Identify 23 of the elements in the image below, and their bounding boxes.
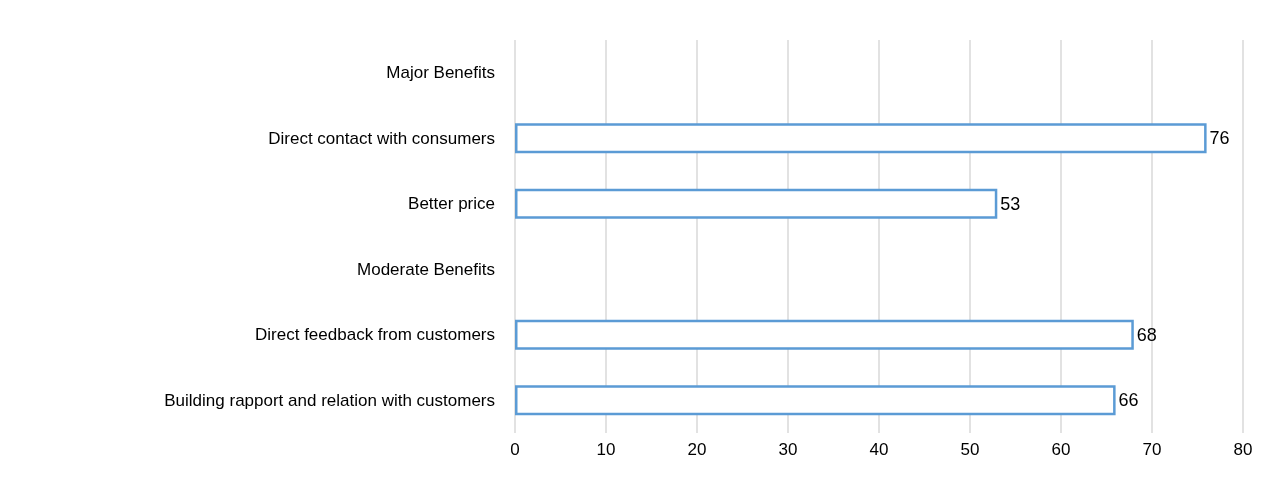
data-label: 53 — [1000, 193, 1021, 214]
bar — [515, 319, 1134, 350]
x-tick-label: 50 — [960, 440, 980, 459]
data-label: 66 — [1118, 390, 1139, 411]
x-tick-label: 10 — [596, 440, 616, 459]
y-tick-label: Building rapport and relation with customers — [164, 390, 495, 410]
y-tick-label: Moderate Benefits — [357, 259, 495, 279]
x-tick-label: 80 — [1233, 440, 1253, 459]
y-tick-label: Better price — [408, 194, 495, 214]
x-tick-label: 40 — [869, 440, 889, 459]
bar — [515, 123, 1207, 154]
bar — [515, 188, 998, 219]
x-tick-label: 60 — [1051, 440, 1071, 459]
x-tick-label: 20 — [687, 440, 707, 459]
data-label: 68 — [1136, 324, 1157, 345]
x-tick-label: 30 — [778, 440, 798, 459]
y-tick-label: Direct contact with consumers — [268, 128, 495, 148]
bar — [515, 385, 1116, 416]
y-tick-label: Major Benefits — [386, 63, 495, 83]
x-tick-label: 70 — [1142, 440, 1162, 459]
y-tick-label: Direct feedback from customers — [255, 325, 495, 345]
x-tick-label: 0 — [510, 440, 520, 459]
data-label: 76 — [1209, 128, 1230, 149]
